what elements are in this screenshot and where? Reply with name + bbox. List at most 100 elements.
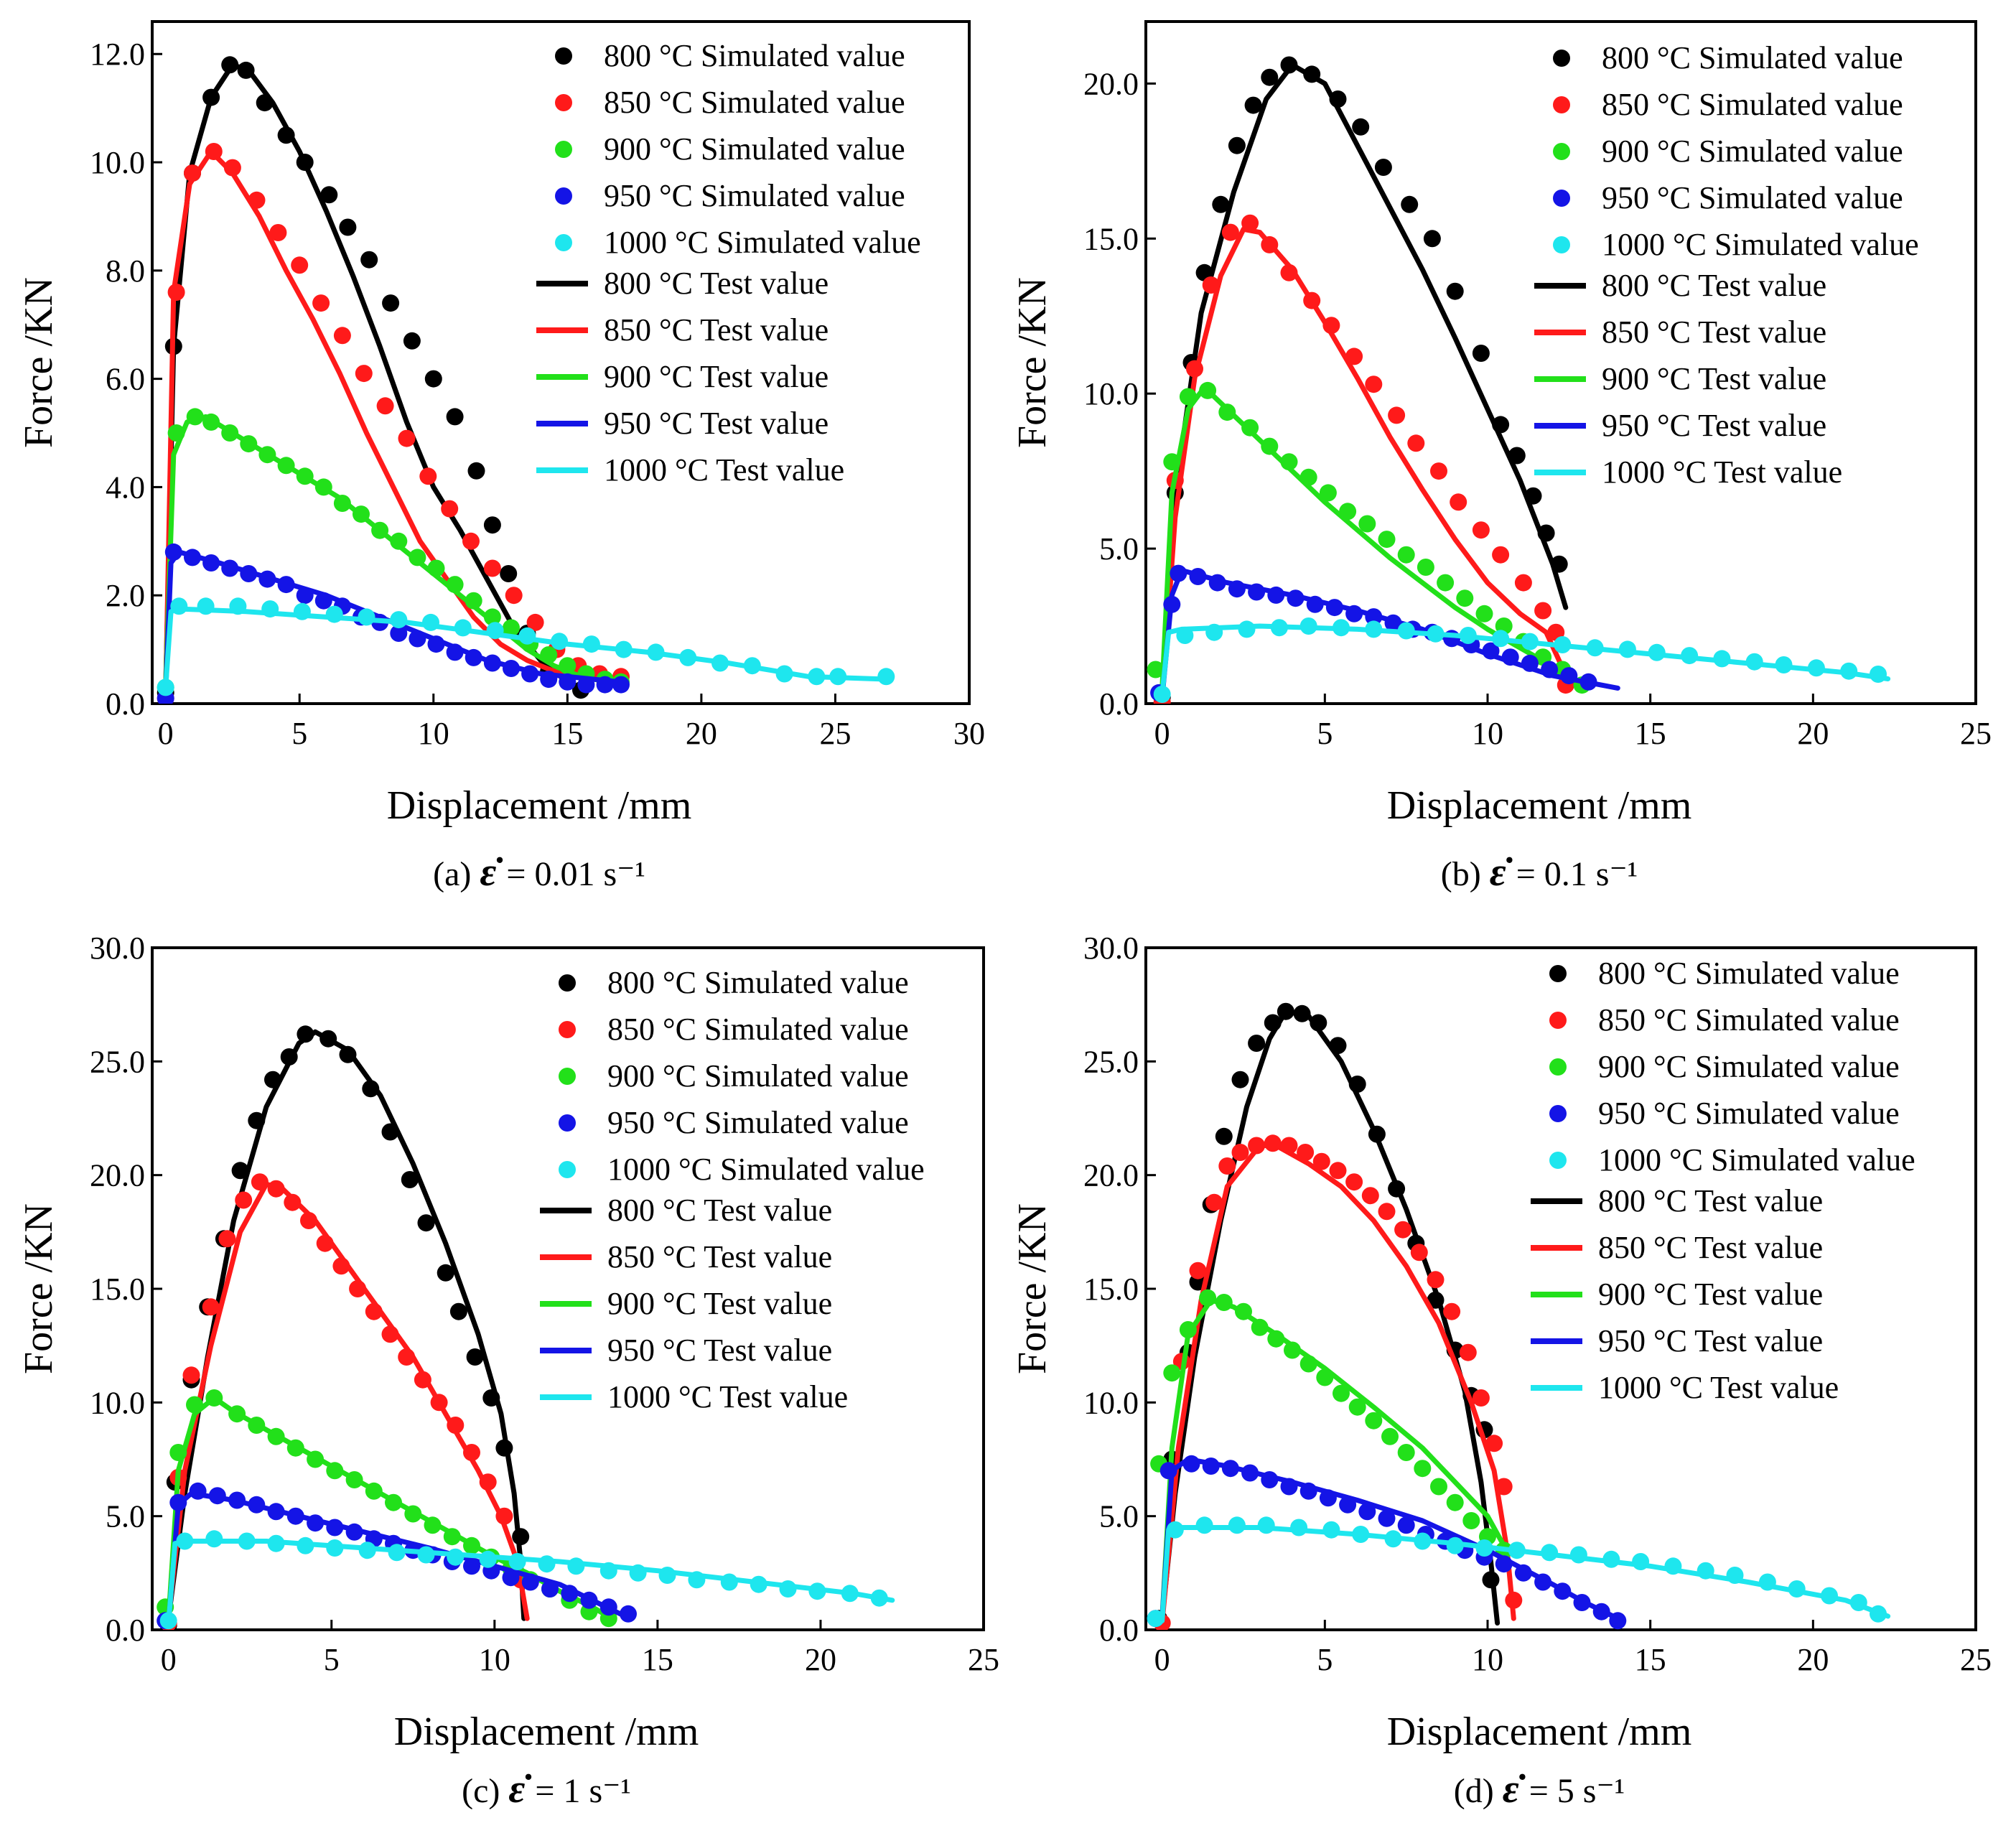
panel-c-sim-point-900 bbox=[345, 1471, 363, 1488]
panel-a-sim-point-1000 bbox=[293, 602, 311, 620]
panel-d-legend-label: 850 °C Test value bbox=[1598, 1230, 1823, 1265]
panel-c-sim-point-950 bbox=[228, 1491, 246, 1509]
panel-b-sim-point-850 bbox=[1345, 348, 1363, 365]
panel-b-sim-point-950 bbox=[1560, 667, 1578, 685]
panel-d-y-tick-label: 20.0 bbox=[1083, 1158, 1139, 1193]
panel-d-x-tick-label: 20 bbox=[1797, 1642, 1829, 1677]
panel-c-y-tick-label: 15.0 bbox=[90, 1272, 145, 1307]
panel-b-sim-point-1000 bbox=[1176, 627, 1194, 644]
panel-b-sim-point-1000 bbox=[1492, 630, 1510, 648]
panel-c-sim-point-950 bbox=[286, 1507, 304, 1525]
panel-c-y-tick-label: 20.0 bbox=[90, 1158, 145, 1193]
panel-c-sim-point-950 bbox=[580, 1591, 598, 1609]
panel-d-sim-point-900 bbox=[1251, 1318, 1269, 1336]
panel-c-sim-point-850 bbox=[300, 1212, 317, 1229]
panel-d-sim-point-800 bbox=[1310, 1014, 1327, 1032]
panel-c-sim-point-850 bbox=[479, 1473, 497, 1491]
panel-c-sim-point-900 bbox=[404, 1505, 422, 1523]
panel-a-sim-point-1000 bbox=[390, 611, 408, 629]
panel-b-sim-point-950 bbox=[1345, 605, 1363, 622]
panel-a-sim-point-800 bbox=[339, 218, 357, 236]
panel-a-sim-point-900 bbox=[390, 532, 408, 550]
panel-a: 0 5 10 15 20 25 30 0.0 2.0 4.0 6.0 8.0 10.0 12.0 Displ… bbox=[17, 20, 985, 895]
panel-a-legend-marker-sim-950 bbox=[555, 187, 572, 205]
panel-c-sim-point-950 bbox=[541, 1580, 559, 1598]
panel-a-legend-label: 900 °C Test value bbox=[604, 359, 829, 394]
panel-a-sim-point-850 bbox=[205, 143, 223, 160]
panel-a-legend-label: 1000 °C Test value bbox=[604, 452, 844, 488]
panel-d-y-tick-label: 30.0 bbox=[1083, 931, 1139, 966]
panel-c-sim-point-800 bbox=[482, 1389, 500, 1407]
panel-a-sim-point-850 bbox=[269, 224, 287, 241]
panel-c-legend-marker-sim-800 bbox=[559, 974, 576, 992]
panel-a-sim-point-1000 bbox=[229, 597, 247, 615]
panel-c-sim-point-800 bbox=[280, 1048, 298, 1065]
panel-d-sim-point-1000 bbox=[1322, 1521, 1340, 1539]
panel-b-sim-point-1000 bbox=[1586, 639, 1604, 657]
panel-b-x-tick-label: 20 bbox=[1797, 716, 1829, 751]
panel-c-sim-point-1000 bbox=[447, 1548, 465, 1566]
panel-c-sim-point-1000 bbox=[358, 1542, 376, 1559]
panel-a-sim-point-900 bbox=[240, 435, 258, 453]
panel-d-sim-point-900 bbox=[1365, 1412, 1383, 1430]
panel-a-sim-point-950 bbox=[596, 676, 614, 694]
panel-d-sim-point-1000 bbox=[1664, 1557, 1682, 1575]
panel-c-sim-point-850 bbox=[182, 1366, 200, 1384]
panel-c-sim-point-1000 bbox=[658, 1567, 676, 1584]
panel-a-sim-point-1000 bbox=[877, 668, 895, 686]
panel-c-sim-point-850 bbox=[202, 1298, 220, 1316]
panel-c-sim-point-950 bbox=[345, 1523, 363, 1541]
panel-c-sim-point-900 bbox=[228, 1405, 246, 1423]
panel-a-sim-point-850 bbox=[483, 559, 501, 577]
panel-a-sim-point-950 bbox=[465, 648, 482, 666]
panel-b-sim-point-1000 bbox=[1745, 653, 1763, 671]
panel-a-sim-point-850 bbox=[462, 532, 480, 550]
panel-a-sim-point-1000 bbox=[170, 597, 188, 615]
panel-b-legend-marker-sim-800 bbox=[1553, 50, 1570, 67]
panel-b-sim-point-850 bbox=[1407, 434, 1425, 452]
panel-c-legend-label: 1000 °C Test value bbox=[607, 1379, 848, 1414]
panel-c-sim-point-850 bbox=[349, 1280, 367, 1297]
panel-a-sim-point-1000 bbox=[486, 622, 504, 640]
panel-a-sim-point-800 bbox=[237, 61, 255, 79]
panel-b-sim-point-900 bbox=[1218, 404, 1236, 421]
panel-c-sim-point-950 bbox=[248, 1496, 266, 1514]
panel-b-sim-point-850 bbox=[1186, 360, 1203, 378]
panel-b-sim-point-800 bbox=[1244, 96, 1262, 114]
panel-a-x-tick-label: 15 bbox=[551, 716, 583, 751]
panel-b-sim-point-1000 bbox=[1397, 622, 1415, 640]
panel-a-sim-point-900 bbox=[314, 478, 332, 496]
panel-b-sim-point-800 bbox=[1329, 90, 1347, 108]
panel-d-sim-point-950 bbox=[1319, 1489, 1337, 1507]
panel-a-sim-point-900 bbox=[465, 592, 482, 610]
panel-c-sim-point-850 bbox=[332, 1257, 350, 1275]
panel-b-sim-point-900 bbox=[1241, 419, 1259, 437]
panel-a-sim-point-800 bbox=[221, 56, 239, 74]
panel-c-legend-label: 900 °C Test value bbox=[607, 1286, 832, 1321]
panel-c-y-tick-label: 0.0 bbox=[106, 1613, 145, 1648]
panel-c-sim-point-1000 bbox=[870, 1589, 888, 1607]
panel-a-sim-point-850 bbox=[355, 365, 373, 383]
panel-b-sim-point-900 bbox=[1299, 468, 1317, 486]
panel-d-caption: (d) ε̇ = 5 s⁻¹ bbox=[1454, 1767, 1625, 1811]
panel-b-legend-label: 900 °C Test value bbox=[1602, 361, 1826, 396]
panel-d-sim-point-800 bbox=[1264, 1014, 1282, 1032]
panel-d-sim-point-950 bbox=[1241, 1464, 1259, 1482]
panel-b-sim-point-950 bbox=[1208, 574, 1226, 592]
panel-a-x-tick-label: 25 bbox=[819, 716, 851, 751]
panel-a-legend-label: 850 °C Simulated value bbox=[604, 85, 905, 120]
panel-a-sim-point-800 bbox=[467, 462, 485, 480]
panel-d-sim-point-850 bbox=[1264, 1134, 1282, 1152]
panel-c-x-tick-label: 25 bbox=[968, 1642, 999, 1677]
panel-c-x-tick-label: 10 bbox=[479, 1642, 510, 1677]
panel-c-sim-point-800 bbox=[319, 1030, 337, 1048]
panel-b-sim-point-1000 bbox=[1681, 647, 1699, 665]
panel-a-sim-point-850 bbox=[441, 500, 459, 518]
panel-b-sim-point-850 bbox=[1280, 264, 1298, 281]
panel-c-sim-point-850 bbox=[218, 1230, 236, 1248]
panel-c-sim-point-850 bbox=[495, 1507, 513, 1525]
panel-b-sim-point-950 bbox=[1228, 580, 1246, 598]
panel-d-y-tick-label: 5.0 bbox=[1099, 1499, 1139, 1534]
panel-c-sim-point-950 bbox=[599, 1598, 617, 1616]
panel-d-legend-label: 800 °C Test value bbox=[1598, 1183, 1823, 1218]
